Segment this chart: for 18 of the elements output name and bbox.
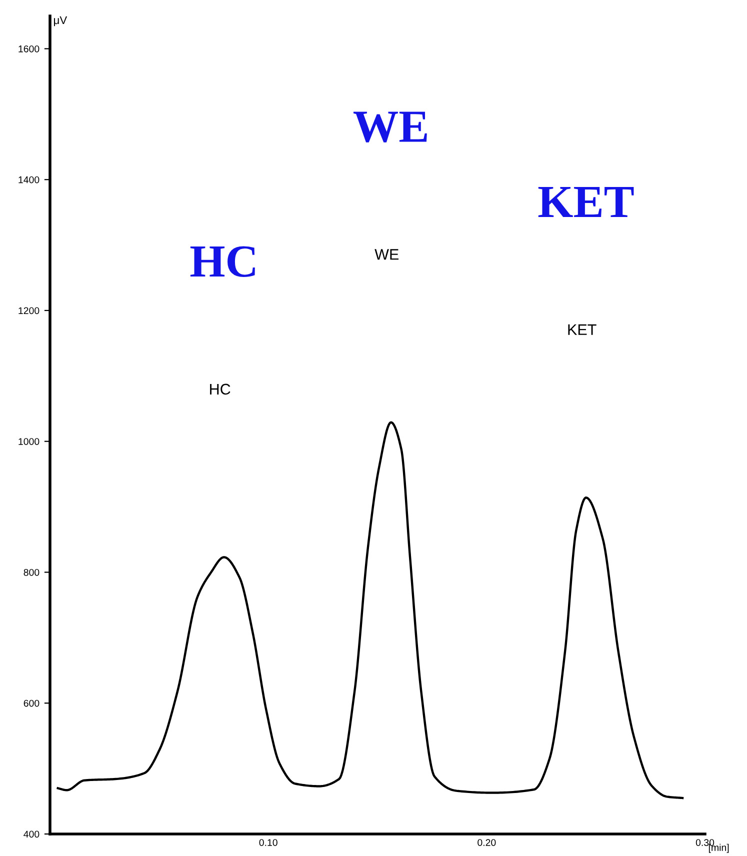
x-tick-label: 0.10 [259, 839, 278, 846]
annotation: HC [210, 384, 230, 395]
y-tick-label: 800 [24, 568, 40, 576]
x-tick-label: 0.20 [478, 839, 496, 846]
y-tick-label: 1000 [18, 438, 40, 445]
y-tick-label: 600 [24, 700, 40, 707]
annotation: KET [568, 324, 596, 335]
y-tick-label: 1600 [18, 45, 40, 52]
y-tick-label: 1400 [18, 176, 40, 184]
x-tick-label: 0.30 [696, 839, 714, 846]
annotation: HC [190, 246, 255, 277]
annotation: KET [538, 186, 634, 217]
annotation: WE [374, 249, 399, 260]
annotation: WE [353, 112, 427, 142]
y-tick-label: 400 [24, 830, 40, 838]
x-axis-title: [min] [708, 844, 729, 853]
y-tick-label: 1200 [18, 307, 40, 314]
y-axis-title: μV [54, 16, 68, 26]
